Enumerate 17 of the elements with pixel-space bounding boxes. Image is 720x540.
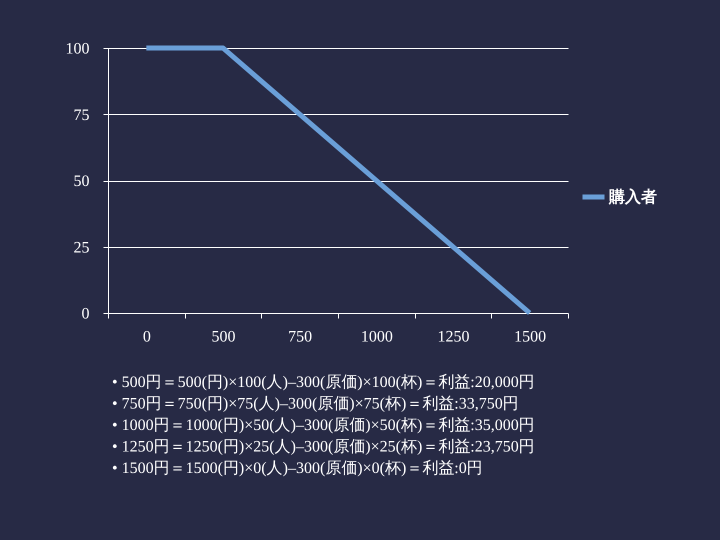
text: • 1000円＝1000(円)×50(人)–300(原価)×50(杯)＝利益:35,000円 [112,416,535,434]
text: • 750円＝750(円)×75(人)–300(原価)×75(杯)＝利益:33,750円 [112,394,519,412]
y-tick-label: 0 [82,306,90,322]
y-tick-label: 75 [74,106,90,124]
x-tick-label: 1000 [360,328,393,346]
text: • 500円＝500(円)×100(人)–300(原価)×100(杯)＝利益:20,000円 [112,373,535,391]
text: • 1500円＝1500(円)×0(人)–300(原価)×0(杯)＝利益:0円 [112,459,483,477]
y-tick-label: 50 [74,173,90,190]
y-tick-label: 25 [74,239,90,256]
text: • 1250円＝1250(円)×25(人)–300(原価)×25(杯)＝利益:23,750円 [112,438,535,456]
x-tick-label: 0 [142,328,151,346]
legend-label: 購入者 [608,188,657,206]
x-tick-label: 500 [212,328,236,346]
x-tick-label: 1250 [438,328,470,346]
y-tick-label: 100 [66,40,90,58]
x-tick-label: 750 [288,328,312,346]
x-tick-label: 1500 [514,328,546,346]
